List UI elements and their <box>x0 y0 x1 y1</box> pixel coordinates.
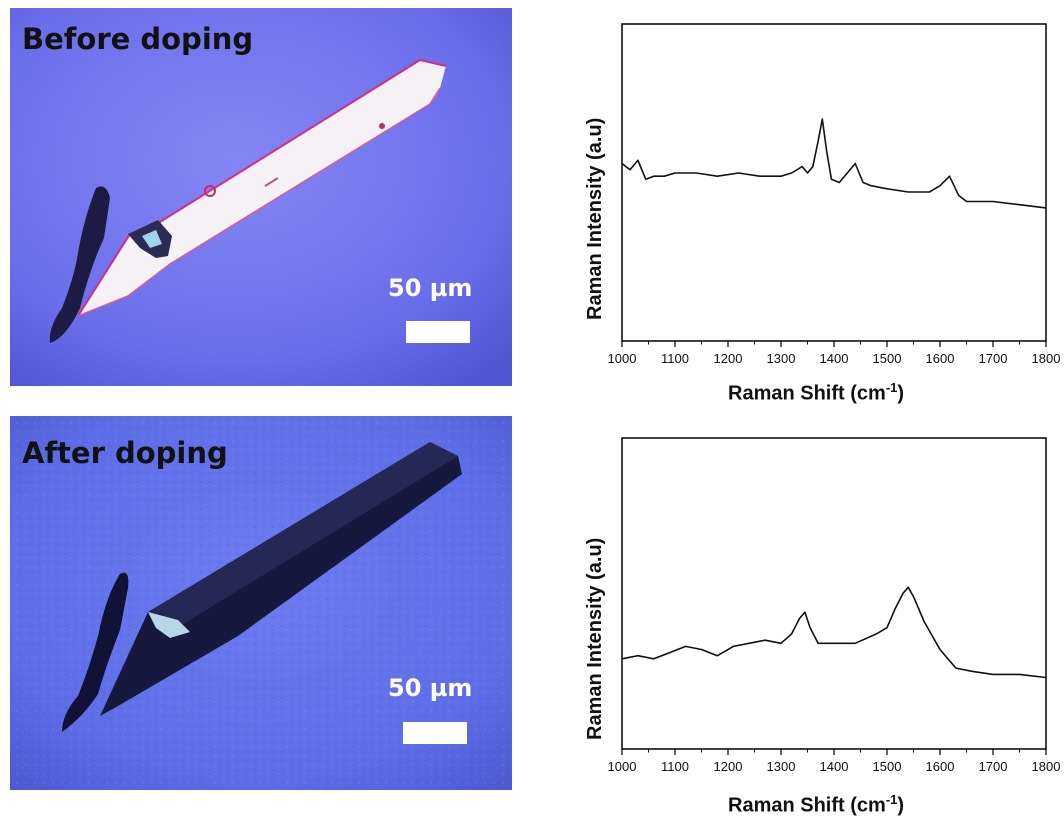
raman-chart-after: 1000 1100 1200 1300 1400 1500 1600 1700 1800 Ram… <box>574 428 1060 821</box>
raman-chart-svg: 1000 1100 1200 1300 1400 1500 1600 1700 1800 <box>608 23 1061 366</box>
y-axis-label: Raman Intensity (a.u) <box>584 117 606 320</box>
x-tick-label: 1300 <box>767 759 796 774</box>
plot-frame <box>621 437 1047 750</box>
micrograph-before-image <box>10 8 512 386</box>
x-tick-label: 1200 <box>714 759 743 774</box>
x-tick-label: 1800 <box>1032 759 1061 774</box>
x-tick-label: 1700 <box>979 351 1008 366</box>
x-tick-label: 1500 <box>873 351 902 366</box>
y-axis-label: Raman Intensity (a.u) <box>584 537 606 740</box>
raman-spectrum-line <box>621 586 1047 679</box>
x-tick-label: 1800 <box>1032 351 1061 366</box>
raman-spectrum-line <box>621 118 1047 209</box>
x-axis-label: Raman Shift (cm-1) <box>728 792 905 817</box>
x-tick-label: 1600 <box>926 759 955 774</box>
x-tick-label: 1100 <box>661 351 689 366</box>
micrograph-before-doping: Before doping 50 µm <box>10 8 512 386</box>
x-tick-label: 1700 <box>979 759 1008 774</box>
x-tick-label: 1200 <box>714 351 743 366</box>
x-tick-label: 1100 <box>661 759 689 774</box>
plot-frame <box>621 23 1047 342</box>
micrograph-label: After doping <box>22 436 228 470</box>
micrograph-after-image <box>10 416 512 790</box>
x-tick-label: 1300 <box>767 351 796 366</box>
x-tick-label: 1500 <box>873 759 902 774</box>
scale-bar <box>406 321 470 343</box>
scale-bar <box>403 722 467 744</box>
scale-bar-label: 50 µm <box>388 674 473 702</box>
x-tick-label: 1000 <box>608 759 637 774</box>
raman-chart-before: 1000 1100 1200 1300 1400 1500 1600 1700 1800 Ram… <box>574 14 1060 414</box>
raman-chart-svg: 1000 1100 1200 1300 1400 1500 1600 1700 1800 <box>608 437 1061 774</box>
x-tick-label: 1000 <box>608 351 637 366</box>
x-tick-label: 1400 <box>820 759 849 774</box>
micrograph-label: Before doping <box>22 22 254 56</box>
x-tick-label: 1600 <box>926 351 955 366</box>
micrograph-after-doping: After doping 50 µm <box>10 416 512 790</box>
scale-bar-label: 50 µm <box>388 274 473 302</box>
x-tick-label: 1400 <box>820 351 849 366</box>
x-axis-label: Raman Shift (cm-1) <box>728 380 905 405</box>
